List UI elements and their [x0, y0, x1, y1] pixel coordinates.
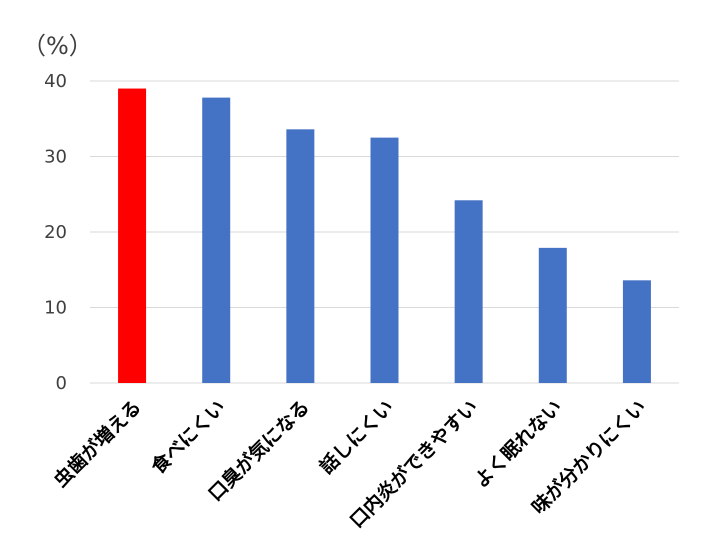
category-label: 食べにくい: [147, 395, 230, 478]
category-label: 話しにくい: [315, 395, 398, 478]
bar-0: [118, 88, 147, 384]
category-label: 虫歯が増える: [49, 395, 145, 491]
bar-5: [538, 247, 567, 383]
y-axis-ticks: 0 10 20 30 40: [44, 71, 67, 394]
bars: [118, 88, 651, 384]
bar-1: [202, 97, 231, 384]
y-tick-label: 40: [44, 71, 67, 92]
bar-3: [370, 137, 399, 383]
y-tick-label: 10: [44, 298, 67, 319]
y-axis-unit-label: （%）: [22, 32, 93, 60]
bar-2: [286, 129, 315, 383]
y-tick-label: 0: [56, 373, 67, 394]
bar-6: [622, 280, 651, 383]
bar-4: [454, 200, 483, 383]
y-tick-label: 20: [44, 222, 67, 243]
y-tick-label: 30: [44, 147, 67, 168]
